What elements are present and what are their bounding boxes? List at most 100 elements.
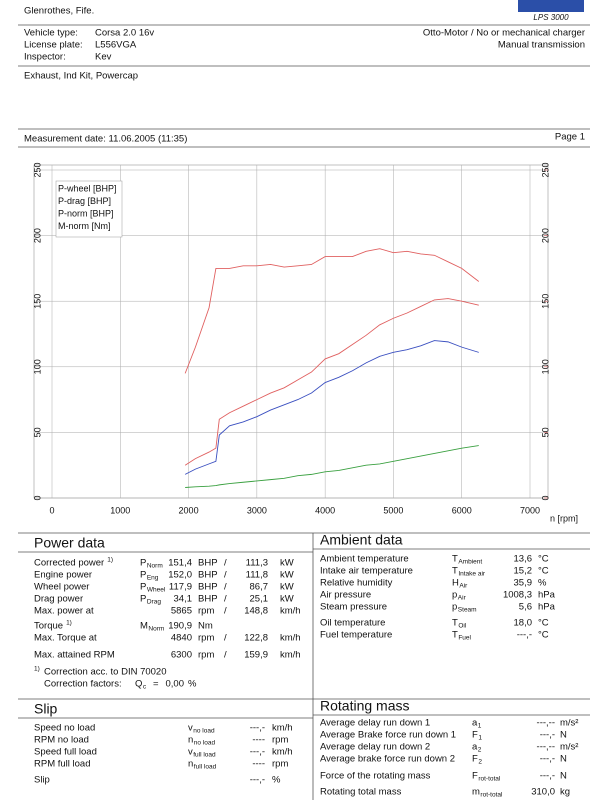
legend-entry: P-wheel [BHP]: [58, 183, 117, 193]
row-unit: km/h: [272, 747, 293, 758]
row-symbol: n: [188, 759, 193, 770]
row-u2: kW: [280, 582, 294, 593]
row-unit: rpm: [272, 759, 288, 770]
x-tick-label: 0: [49, 505, 54, 515]
x-tick-label: 4000: [315, 505, 335, 515]
row-sep: /: [224, 606, 227, 617]
row-unit: N: [560, 730, 567, 741]
row-sub: rot-total: [478, 776, 501, 783]
row-sep: /: [224, 633, 227, 644]
row-unit: hPa: [538, 602, 556, 613]
row-unit: rpm: [272, 735, 288, 746]
row-sub: full load: [193, 752, 216, 759]
row-sub: 1: [478, 723, 482, 730]
row-sub: Fuel: [458, 635, 471, 642]
row-sub: Ambient: [458, 559, 482, 566]
row-v2: 111,3: [246, 558, 268, 569]
row-value: 15,2: [514, 566, 533, 577]
row-value: ---,--: [537, 718, 555, 729]
row-label: Wheel power: [34, 582, 89, 593]
x-tick-label: 2000: [179, 505, 199, 515]
row-unit: m/s²: [560, 718, 578, 729]
y-tick-label: 200: [32, 228, 42, 243]
x-tick-label: 3000: [247, 505, 267, 515]
row-u2: km/h: [280, 650, 301, 661]
field-label: Inspector:: [24, 52, 66, 63]
row-value: 18,0: [514, 618, 533, 629]
logo-text: LPS 3000: [533, 13, 569, 22]
row-sub: Norm: [147, 563, 163, 570]
row-unit: km/h: [272, 723, 293, 734]
row-sub: Intake air: [458, 571, 486, 578]
transmission: Manual transmission: [498, 40, 585, 51]
row-label: Torque: [34, 621, 63, 632]
row-u1: BHP: [198, 594, 218, 605]
y2-tick-label: 150: [540, 294, 550, 309]
row-sub: c: [143, 684, 147, 691]
section-title: Power data: [34, 535, 105, 551]
row-label: Speed no load: [34, 723, 95, 734]
field-value: L556VGA: [95, 40, 137, 51]
y-tick-label: 50: [32, 427, 42, 437]
row-v1: 5865: [171, 606, 192, 617]
x-tick-label: 7000: [520, 505, 540, 515]
row-value: ---,-: [250, 775, 265, 786]
row-note: 1): [66, 620, 72, 627]
row-sub: no load: [194, 740, 216, 747]
row-label: Oil temperature: [320, 618, 385, 629]
row-u1: BHP: [198, 582, 218, 593]
row-label: Drag power: [34, 594, 83, 605]
row-label: Intake air temperature: [320, 566, 413, 577]
y2-tick-label: 200: [540, 228, 550, 243]
row-symbol: H: [452, 578, 459, 589]
row-u1: rpm: [198, 650, 214, 661]
row-label: Slip: [34, 775, 50, 786]
row-unit: %: [538, 578, 547, 589]
row-value: ---,-: [540, 754, 555, 765]
row-unit: m/s²: [560, 742, 578, 753]
remarks: Exhaust, Ind Kit, Powercap: [24, 71, 138, 82]
row-label: RPM no load: [34, 735, 89, 746]
row-sub: no load: [193, 728, 215, 735]
row-v1: 34,1: [174, 594, 193, 605]
row-label: Fuel temperature: [320, 630, 392, 641]
row-symbol: T: [452, 630, 458, 641]
section-title: Rotating mass: [320, 698, 409, 714]
engine: Otto-Motor / No or mechanical charger: [423, 28, 585, 39]
row-symbol: m: [472, 787, 480, 798]
row-value: ----: [252, 759, 265, 770]
row-label: Speed full load: [34, 747, 97, 758]
x-axis-label: n [rpm]: [550, 513, 578, 523]
row-label: Engine power: [34, 570, 92, 581]
row-u2: kW: [280, 558, 294, 569]
footnote: Correction acc. to DIN 70020: [44, 667, 167, 678]
row-label: Max. power at: [34, 606, 94, 617]
y2-tick-label: 50: [540, 427, 550, 437]
address: Glenrothes, Fife.: [24, 6, 94, 17]
row-value: 1008,3: [503, 590, 532, 601]
field-value: Corsa 2.0 16v: [95, 28, 154, 39]
row-u1: Nm: [198, 621, 213, 632]
logo-box: [518, 0, 584, 12]
row-u1: BHP: [198, 570, 218, 581]
y-tick-label: 100: [32, 359, 42, 374]
row-symbol: F: [472, 754, 478, 765]
row-sub: Air: [459, 583, 468, 590]
row-sub: Drag: [147, 599, 161, 606]
row-symbol: Q: [135, 679, 142, 690]
row-v1: 6300: [171, 650, 192, 661]
row-label: Correction factors:: [44, 679, 122, 690]
row-unit: %: [188, 679, 197, 690]
row-value: ---,-: [517, 630, 532, 641]
row-label: Ambient temperature: [320, 554, 409, 565]
row-u2: kW: [280, 594, 294, 605]
y-tick-label: 0: [32, 495, 42, 500]
row-sep: /: [224, 582, 227, 593]
row-sub: Oil: [458, 623, 467, 630]
row-label: Average delay run down 2: [320, 742, 430, 753]
row-symbol: a: [472, 718, 478, 729]
row-sub: Norm: [148, 626, 164, 633]
row-value: ---,--: [537, 742, 555, 753]
row-u2: km/h: [280, 606, 301, 617]
